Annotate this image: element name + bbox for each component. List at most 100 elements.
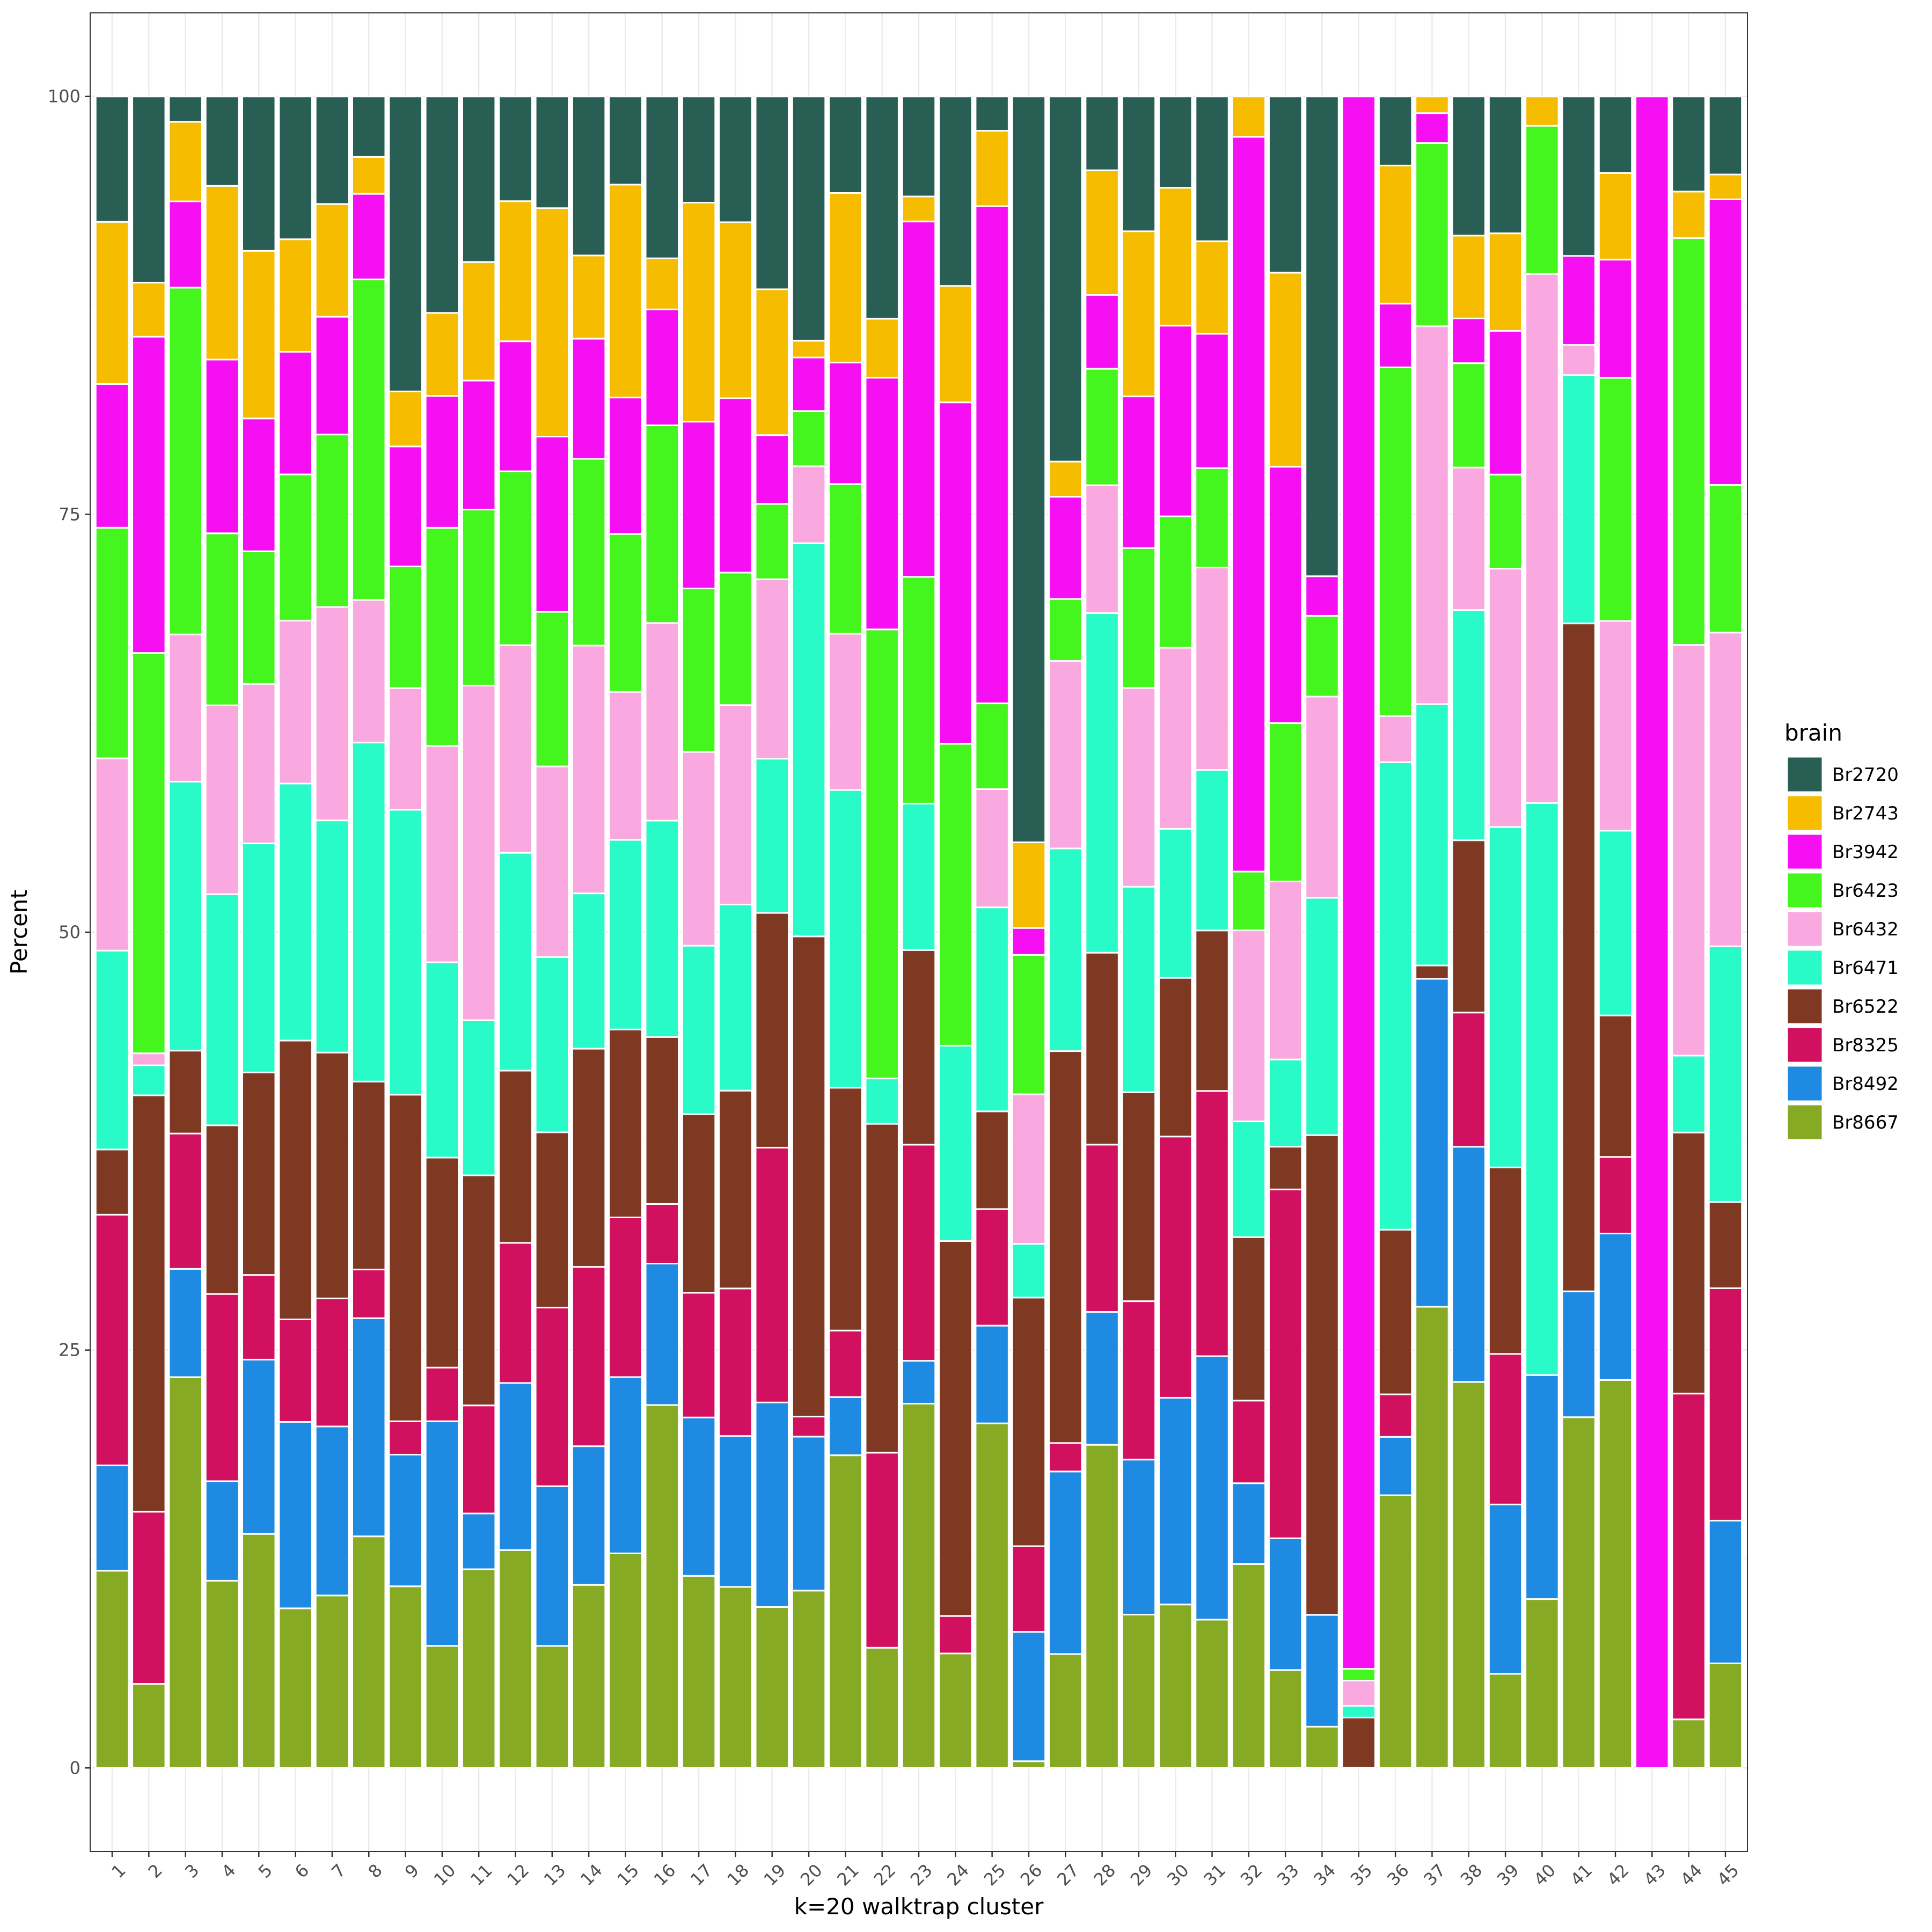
bar-segment-br6471-cluster-25 [975,906,1009,1113]
bar-segment-br8325-cluster-29 [1121,1300,1157,1461]
bar-segment-br6423-cluster-23 [901,576,936,804]
bar-segment-br8492-cluster-42 [1598,1232,1633,1381]
bar-segment-br2743-cluster-6 [278,238,313,353]
bar-segment-br6423-cluster-17 [681,588,716,753]
bar-segment-br3942-cluster-29 [1121,396,1157,549]
bar-segment-br6423-cluster-36 [1378,367,1413,717]
bar-segment-br8492-cluster-23 [901,1360,936,1404]
bar-segment-br8492-cluster-40 [1525,1374,1560,1600]
bar-segment-br2743-cluster-33 [1268,272,1303,468]
bar-segment-br3942-cluster-30 [1158,325,1193,517]
bar-segment-br8667-cluster-44 [1671,1718,1706,1769]
bar-segment-br8667-cluster-39 [1488,1673,1523,1769]
bar-segment-br6423-cluster-20 [791,410,826,467]
bar-segment-br6522-cluster-39 [1488,1166,1523,1355]
bar-segment-br6432-cluster-42 [1598,620,1633,832]
bar-segment-br6423-cluster-30 [1158,515,1193,649]
bar-segment-br6432-cluster-35 [1341,1680,1377,1707]
bar-segment-br3942-cluster-25 [975,205,1009,705]
bar-segment-br2720-cluster-16 [645,96,680,259]
bar-segment-br2720-cluster-34 [1305,96,1340,577]
bar-segment-br2743-cluster-40 [1525,96,1560,127]
legend-key-br8325 [1786,1026,1824,1064]
bar-segment-br8492-cluster-41 [1561,1290,1596,1418]
bar-segment-br3942-cluster-15 [608,397,643,535]
bar-segment-br2743-cluster-8 [351,156,386,195]
bar-segment-br6432-cluster-28 [1085,484,1119,614]
bar-segment-br8492-cluster-19 [755,1401,789,1608]
bar-segment-br8667-cluster-18 [718,1586,753,1769]
bar-segment-br8492-cluster-45 [1708,1519,1743,1664]
bar-segment-br6522-cluster-18 [718,1089,753,1290]
bar-segment-br8492-cluster-26 [1011,1631,1046,1762]
bar-segment-br8667-cluster-28 [1085,1444,1119,1769]
bar-segment-br6522-cluster-12 [498,1070,533,1244]
legend-key-br3942 [1786,833,1824,870]
bar-segment-br6522-cluster-29 [1121,1091,1157,1302]
bar-segment-br8325-cluster-23 [901,1144,936,1362]
bar-segment-br8667-cluster-26 [1011,1760,1046,1769]
bar-segment-br8667-cluster-45 [1708,1662,1743,1769]
bar-segment-br6423-cluster-24 [938,743,973,1046]
bar-segment-br8325-cluster-18 [718,1287,753,1437]
bar-segment-br6432-cluster-45 [1708,632,1743,947]
bar-segment-br2720-cluster-12 [498,96,533,202]
bar-segment-br8492-cluster-9 [388,1453,423,1587]
bar-segment-br2743-cluster-10 [425,312,460,397]
bar-segment-br2743-cluster-7 [314,203,350,318]
bar-segment-br2720-cluster-45 [1708,96,1743,175]
bar-segment-br6432-cluster-36 [1378,715,1413,763]
bar-segment-br6432-cluster-27 [1048,660,1083,850]
bar-segment-br6423-cluster-10 [425,526,460,747]
bar-segment-br6432-cluster-16 [645,622,680,822]
bar-segment-br8325-cluster-24 [938,1615,973,1655]
bar-segment-br6432-cluster-5 [241,683,276,845]
bar-segment-br8667-cluster-1 [94,1570,130,1769]
bar-segment-br8492-cluster-27 [1048,1470,1083,1655]
bar-segment-br6471-cluster-21 [828,789,863,1089]
bar-segment-br8492-cluster-20 [791,1436,826,1592]
bar-segment-br6423-cluster-27 [1048,598,1083,662]
legend-label: Br2743 [1832,803,1899,824]
bar-segment-br6522-cluster-22 [865,1123,899,1454]
bar-segment-br3942-cluster-36 [1378,303,1413,369]
bar-segment-br6423-cluster-2 [131,652,166,1055]
bar-segment-br2743-cluster-5 [241,250,276,420]
bar-segment-br3942-cluster-10 [425,395,460,529]
legend-key-br6432 [1786,910,1824,948]
bar-segment-br6471-cluster-39 [1488,826,1523,1168]
bar-segment-br3942-cluster-21 [828,362,863,485]
bar-segment-br6522-cluster-33 [1268,1146,1303,1190]
bar-segment-br6423-cluster-32 [1231,870,1267,932]
bar-segment-br2743-cluster-20 [791,340,826,358]
bar-segment-br6423-cluster-1 [94,526,130,759]
bar-segment-br8667-cluster-17 [681,1575,716,1769]
legend-label: Br6432 [1832,919,1899,940]
bar-segment-br6471-cluster-45 [1708,945,1743,1203]
bar-segment-br3942-cluster-11 [461,379,496,510]
bar-segment-br2720-cluster-7 [314,96,350,205]
bar-segment-br2720-cluster-14 [571,96,606,257]
bar-segment-br6522-cluster-42 [1598,1014,1633,1158]
bar-segment-br6432-cluster-14 [571,645,606,895]
bar-segment-br6522-cluster-24 [938,1240,973,1617]
bar-segment-br2743-cluster-45 [1708,173,1743,200]
bar-segment-br8492-cluster-8 [351,1317,386,1538]
bar-segment-br2720-cluster-25 [975,96,1009,132]
bar-segment-br2743-cluster-11 [461,261,496,382]
bar-segment-br6522-cluster-20 [791,935,826,1418]
bar-segment-br3942-cluster-4 [204,358,240,535]
bar-segment-br8667-cluster-2 [131,1683,166,1769]
bar-segment-br2743-cluster-44 [1671,191,1706,239]
bar-segment-br6432-cluster-17 [681,751,716,947]
bar-segment-br8667-cluster-41 [1561,1416,1596,1769]
bar-segment-br6471-cluster-16 [645,819,680,1038]
bar-segment-br8667-cluster-24 [938,1652,973,1769]
bar-segment-br2720-cluster-2 [131,96,166,284]
bar-segment-br6471-cluster-9 [388,809,423,1096]
bar-segment-br8667-cluster-27 [1048,1653,1083,1769]
bar-segment-br6522-cluster-13 [535,1131,570,1308]
bar-segment-br2743-cluster-21 [828,192,863,364]
bar-segment-br6423-cluster-40 [1525,125,1560,275]
bar-segment-br6471-cluster-38 [1451,609,1487,841]
